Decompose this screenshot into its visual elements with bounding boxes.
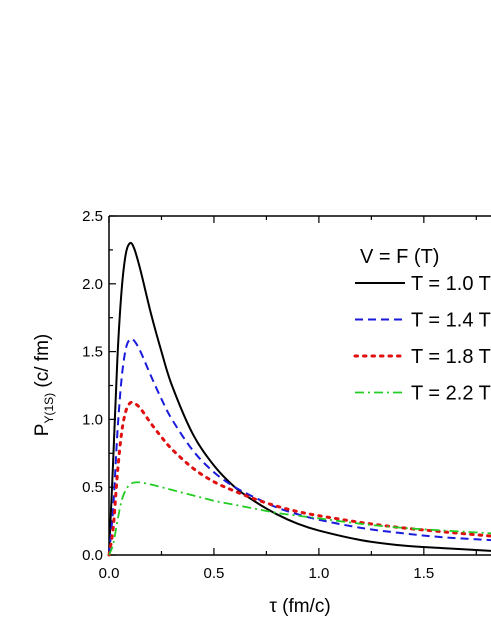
y-tick-label: 1.5 [82,344,103,361]
series-group [107,241,491,557]
y-tick-label: 2.5 [82,208,103,225]
x-tick-label: 0.5 [204,565,225,582]
x-tick-label: 1.5 [413,565,434,582]
y-tick-label: 1.0 [82,411,103,428]
legend-label-3: T = 1.8 T [411,346,491,368]
y-tick-label: 0.0 [82,547,103,564]
axis-labels: τ (fm/c) PΥ(1S) (c/ fm) [32,334,331,617]
y-axis-label: PΥ(1S) (c/ fm) [32,334,56,436]
x-axis-label: τ (fm/c) [269,596,330,617]
x-tick-label: 0.0 [99,565,120,582]
legend-label-1: T = 1.0 T [411,273,491,295]
series-line-2 [108,337,491,556]
y-tick-label: 2.0 [82,276,103,293]
legend: V = F (T) T = 1.0 T T = 1.4 T T = 1.8 T T = … [353,246,491,405]
x-tick-label: 1.0 [308,565,329,582]
series-line-1 [108,241,491,556]
axes: 0.0 0.5 1.0 1.5 0.0 0.5 1.0 1.5 2.0 2.5 [82,208,491,582]
y-tick-label: 0.5 [82,479,103,496]
legend-label-2: T = 1.4 T [411,310,491,332]
legend-title: V = F (T) [360,246,439,268]
series-line-4 [108,481,491,556]
series-line-3 [107,400,491,557]
legend-label-4: T = 2.2 T [411,383,491,405]
